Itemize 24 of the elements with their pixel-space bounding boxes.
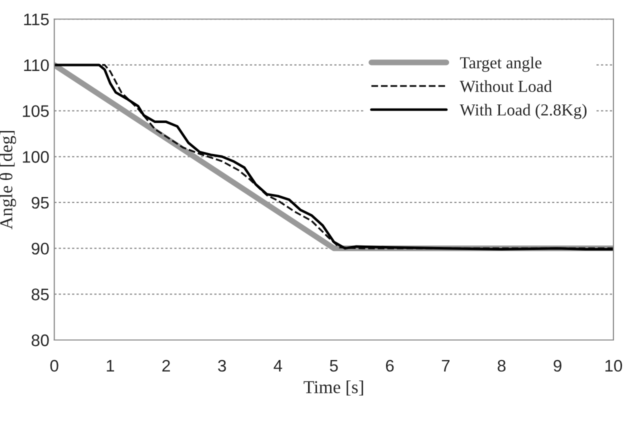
x-tick-label: 3 — [218, 360, 226, 372]
y-tick-label: 85 — [32, 288, 49, 300]
x-tick-label: 8 — [498, 360, 506, 372]
y-tick-label: 80 — [32, 334, 49, 346]
y-tick-label: 115 — [24, 14, 49, 26]
x-tick-label: 9 — [554, 360, 562, 372]
y-tick-label: 110 — [24, 59, 49, 72]
x-tick-label: 4 — [274, 360, 282, 372]
x-tick-label: 6 — [386, 360, 394, 372]
legend-label: With Load (2.8Kg) — [460, 104, 587, 119]
x-tick-label: 1 — [106, 360, 114, 372]
legend-label: Without Load — [460, 80, 552, 92]
x-tick-label: 2 — [162, 360, 170, 372]
x-tick-label: 7 — [442, 360, 450, 372]
x-tick-label: 5 — [330, 360, 338, 372]
y-tick-label: 95 — [32, 196, 49, 209]
x-tick-label: 0 — [50, 360, 58, 372]
y-tick-label: 90 — [32, 242, 49, 255]
y-axis-title: Angle θ [deg] — [0, 130, 16, 230]
x-axis-title: Time [s] — [304, 380, 364, 396]
legend-label: Target angle — [460, 56, 542, 72]
x-tick-label: 10 — [605, 360, 622, 372]
y-tick-label: 105 — [22, 105, 49, 118]
y-tick-label: 100 — [22, 151, 49, 163]
